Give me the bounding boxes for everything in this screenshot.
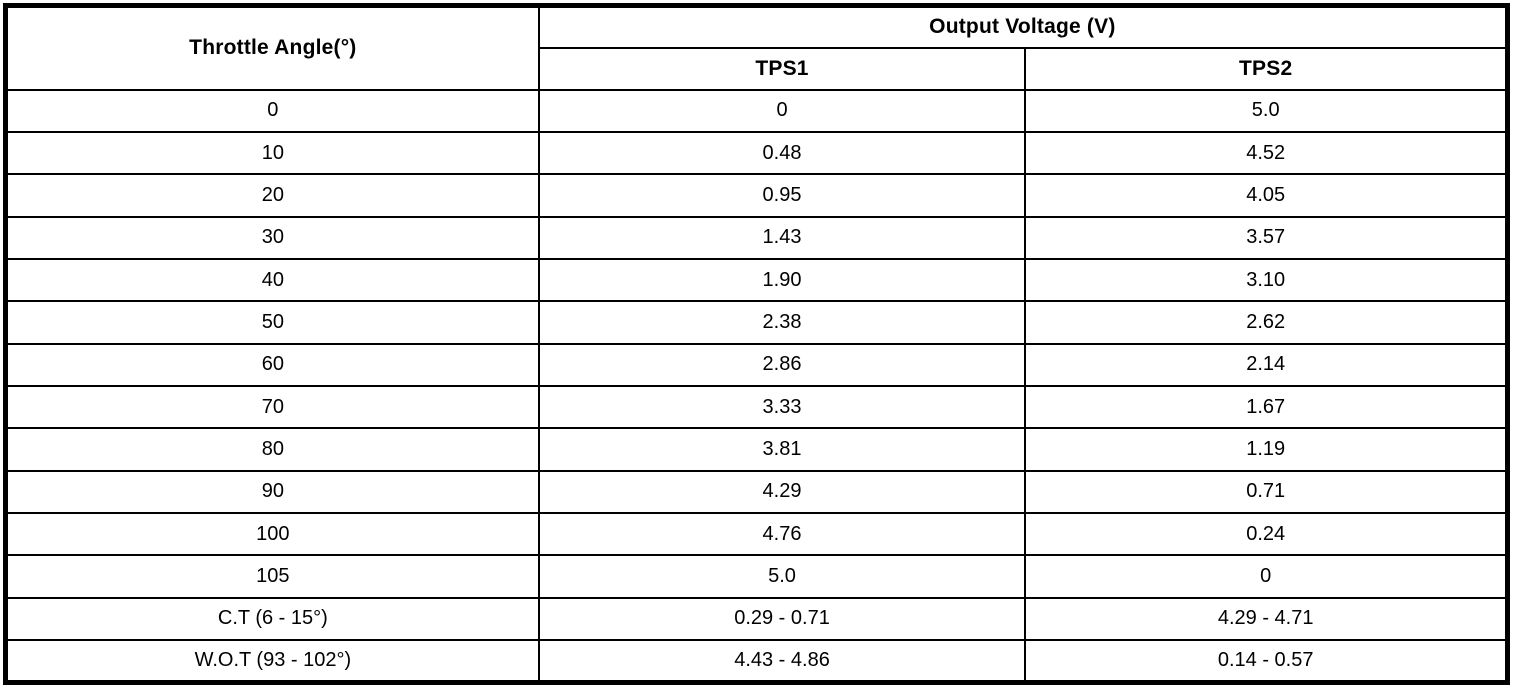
table-row: 70 3.33 1.67 bbox=[4, 384, 1509, 430]
cell-tps1-voltage: 1.43 bbox=[537, 215, 1027, 260]
cell-tps1-voltage: 0.95 bbox=[537, 173, 1027, 218]
cell-tps2-voltage: 0.71 bbox=[1024, 469, 1509, 514]
cell-tps2-voltage: 1.19 bbox=[1024, 427, 1509, 472]
cell-throttle-angle: 80 bbox=[4, 427, 540, 472]
table-row-closed-throttle: C.T (6 - 15°) 0.29 - 0.71 4.29 - 4.71 bbox=[4, 596, 1509, 641]
cell-tps2-voltage: 0 bbox=[1024, 554, 1509, 599]
cell-throttle-angle: 30 bbox=[4, 215, 540, 260]
table-row: 100 4.76 0.24 bbox=[4, 511, 1509, 557]
cell-tps1-voltage: 5.0 bbox=[537, 554, 1027, 599]
table-row: 90 4.29 0.71 bbox=[4, 469, 1509, 514]
cell-tps2-voltage: 4.52 bbox=[1024, 130, 1509, 176]
cell-tps2-voltage: 0.14 - 0.57 bbox=[1024, 638, 1509, 684]
cell-tps2-voltage: 4.05 bbox=[1024, 173, 1509, 218]
table-row: 0 0 5.0 bbox=[4, 88, 1509, 133]
table-row: 60 2.86 2.14 bbox=[4, 342, 1509, 387]
cell-throttle-angle: 50 bbox=[4, 300, 540, 345]
table-row: 105 5.0 0 bbox=[4, 554, 1509, 599]
table-row: 50 2.38 2.62 bbox=[4, 300, 1509, 345]
cell-tps1-voltage: 4.29 bbox=[537, 469, 1027, 514]
col-header-output-voltage: Output Voltage (V) bbox=[537, 4, 1509, 49]
col-header-tps2: TPS2 bbox=[1024, 46, 1509, 91]
cell-throttle-angle: W.O.T (93 - 102°) bbox=[4, 638, 540, 684]
cell-tps1-voltage: 2.86 bbox=[537, 342, 1027, 387]
cell-throttle-angle: 20 bbox=[4, 173, 540, 218]
cell-tps1-voltage: 3.33 bbox=[537, 384, 1027, 430]
header-row-sub: TPS1 TPS2 bbox=[6, 46, 1509, 91]
header-row-group: Throttle Angle(°) Output Voltage (V) bbox=[4, 4, 1509, 91]
cell-tps2-voltage: 5.0 bbox=[1024, 88, 1509, 133]
cell-throttle-angle: 0 bbox=[4, 88, 540, 133]
table-row: 30 1.43 3.57 bbox=[4, 215, 1509, 260]
tps-voltage-table: Throttle Angle(°) Output Voltage (V) TPS… bbox=[3, 3, 1510, 685]
cell-tps2-voltage: 4.29 - 4.71 bbox=[1024, 596, 1509, 641]
cell-throttle-angle: 10 bbox=[4, 130, 540, 176]
cell-throttle-angle: C.T (6 - 15°) bbox=[4, 596, 540, 641]
cell-tps2-voltage: 3.10 bbox=[1024, 257, 1509, 303]
cell-tps1-voltage: 1.90 bbox=[537, 257, 1027, 303]
table-row: 40 1.90 3.10 bbox=[4, 257, 1509, 303]
col-header-throttle-angle: Throttle Angle(°) bbox=[4, 4, 540, 91]
cell-tps1-voltage: 0.48 bbox=[537, 130, 1027, 176]
table-row: 10 0.48 4.52 bbox=[4, 130, 1509, 176]
cell-tps1-voltage: 4.76 bbox=[537, 511, 1027, 557]
cell-tps2-voltage: 2.14 bbox=[1024, 342, 1509, 387]
table-row: 80 3.81 1.19 bbox=[4, 427, 1509, 472]
cell-tps2-voltage: 1.67 bbox=[1024, 384, 1509, 430]
cell-throttle-angle: 105 bbox=[4, 554, 540, 599]
cell-throttle-angle: 40 bbox=[4, 257, 540, 303]
cell-throttle-angle: 90 bbox=[4, 469, 540, 514]
cell-tps1-voltage: 2.38 bbox=[537, 300, 1027, 345]
cell-tps2-voltage: 3.57 bbox=[1024, 215, 1509, 260]
cell-tps1-voltage: 0.29 - 0.71 bbox=[537, 596, 1027, 641]
cell-tps2-voltage: 2.62 bbox=[1024, 300, 1509, 345]
cell-throttle-angle: 70 bbox=[4, 384, 540, 430]
tps-voltage-table-container: Throttle Angle(°) Output Voltage (V) TPS… bbox=[3, 3, 1510, 685]
cell-tps2-voltage: 0.24 bbox=[1024, 511, 1509, 557]
table-row: 20 0.95 4.05 bbox=[4, 173, 1509, 218]
cell-tps1-voltage: 0 bbox=[537, 88, 1027, 133]
col-header-tps1: TPS1 bbox=[537, 46, 1027, 91]
cell-tps1-voltage: 4.43 - 4.86 bbox=[537, 638, 1027, 684]
cell-throttle-angle: 60 bbox=[4, 342, 540, 387]
cell-throttle-angle: 100 bbox=[4, 511, 540, 557]
cell-tps1-voltage: 3.81 bbox=[537, 427, 1027, 472]
table-row-wide-open-throttle: W.O.T (93 - 102°) 4.43 - 4.86 0.14 - 0.5… bbox=[4, 638, 1509, 684]
